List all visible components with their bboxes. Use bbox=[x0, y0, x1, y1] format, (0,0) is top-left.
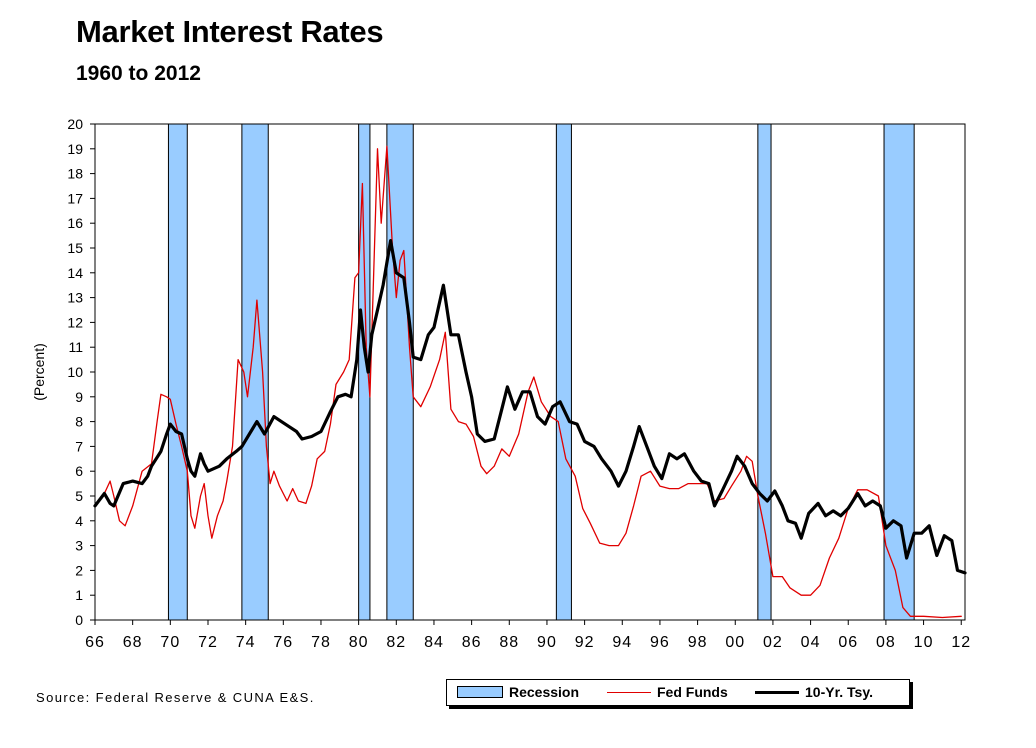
x-tick-label: 08 bbox=[876, 634, 896, 651]
y-tick-label: 4 bbox=[75, 513, 83, 529]
x-tick-label: 02 bbox=[763, 634, 783, 651]
x-tick-label: 72 bbox=[198, 634, 218, 651]
y-tick-label: 9 bbox=[75, 389, 83, 405]
y-tick-label: 6 bbox=[75, 463, 83, 479]
y-tick-label: 2 bbox=[75, 562, 83, 578]
treasury-line bbox=[93, 239, 967, 575]
y-tick-label: 0 bbox=[75, 612, 83, 628]
legend-item-fed-funds: Fed Funds bbox=[607, 683, 728, 701]
x-tick-label: 98 bbox=[688, 634, 708, 651]
x-tick-label: 68 bbox=[123, 634, 143, 651]
recession-bar-2 bbox=[241, 123, 269, 621]
page-title: Market Interest Rates bbox=[76, 14, 384, 49]
y-tick-label: 19 bbox=[67, 141, 83, 157]
y-axis-label: (Percent) bbox=[31, 343, 47, 401]
y-tick-label: 12 bbox=[67, 314, 83, 330]
recession-bar-6 bbox=[757, 123, 772, 621]
y-tick-label: 10 bbox=[67, 364, 83, 380]
x-tick-label: 82 bbox=[386, 634, 406, 651]
x-tick-label: 90 bbox=[537, 634, 557, 651]
x-tick-label: 92 bbox=[575, 634, 595, 651]
plot-area bbox=[94, 123, 966, 621]
x-tick-label: 80 bbox=[349, 634, 369, 651]
source-note: Source: Federal Reserve & CUNA E&S. bbox=[36, 690, 315, 705]
x-tick-label: 66 bbox=[85, 634, 105, 651]
x-tick-label: 12 bbox=[951, 634, 971, 651]
legend-swatch-treasury bbox=[755, 690, 799, 694]
x-tick-label: 86 bbox=[462, 634, 482, 651]
y-tick-label: 17 bbox=[67, 190, 83, 206]
x-tick-label: 94 bbox=[612, 634, 632, 651]
x-tick-label: 76 bbox=[273, 634, 293, 651]
chart-legend: Recession Fed Funds 10-Yr. Tsy. bbox=[446, 679, 910, 706]
y-tick-label: 14 bbox=[67, 265, 83, 281]
y-tick-label: 8 bbox=[75, 414, 83, 430]
x-tick-label: 88 bbox=[499, 634, 519, 651]
y-tick-label: 11 bbox=[68, 339, 83, 355]
x-tick-label: 04 bbox=[801, 634, 821, 651]
legend-swatch-fed-funds bbox=[607, 691, 651, 693]
x-tick-label: 74 bbox=[236, 634, 256, 651]
legend-item-treasury: 10-Yr. Tsy. bbox=[755, 683, 873, 701]
legend-label-fed-funds: Fed Funds bbox=[657, 684, 728, 700]
y-tick-label: 20 bbox=[67, 116, 83, 132]
y-tick-label: 7 bbox=[75, 438, 83, 454]
fed-funds-line bbox=[94, 145, 962, 619]
legend-swatch-recession bbox=[457, 686, 503, 698]
y-tick-label: 1 bbox=[75, 587, 83, 603]
y-tick-label: 13 bbox=[67, 290, 83, 306]
page-subtitle: 1960 to 2012 bbox=[76, 62, 201, 85]
y-tick-label: 3 bbox=[75, 538, 83, 554]
y-tick-label: 5 bbox=[75, 488, 83, 504]
recession-bar-4 bbox=[386, 123, 414, 621]
recession-bar-1 bbox=[167, 123, 188, 621]
y-tick-label: 16 bbox=[67, 215, 83, 231]
legend-label-treasury: 10-Yr. Tsy. bbox=[805, 684, 873, 700]
legend-label-recession: Recession bbox=[509, 684, 580, 700]
x-tick-label: 70 bbox=[160, 634, 180, 651]
x-tick-label: 96 bbox=[650, 634, 670, 651]
y-tick-label: 15 bbox=[67, 240, 83, 256]
recession-bar-5 bbox=[555, 123, 572, 621]
legend-item-recession: Recession bbox=[457, 683, 579, 701]
x-tick-label: 06 bbox=[838, 634, 858, 651]
x-tick-label: 10 bbox=[914, 634, 934, 651]
x-tick-label: 84 bbox=[424, 634, 444, 651]
x-tick-label: 78 bbox=[311, 634, 331, 651]
x-tick-label: 00 bbox=[725, 634, 745, 651]
y-tick-label: 18 bbox=[67, 166, 83, 182]
